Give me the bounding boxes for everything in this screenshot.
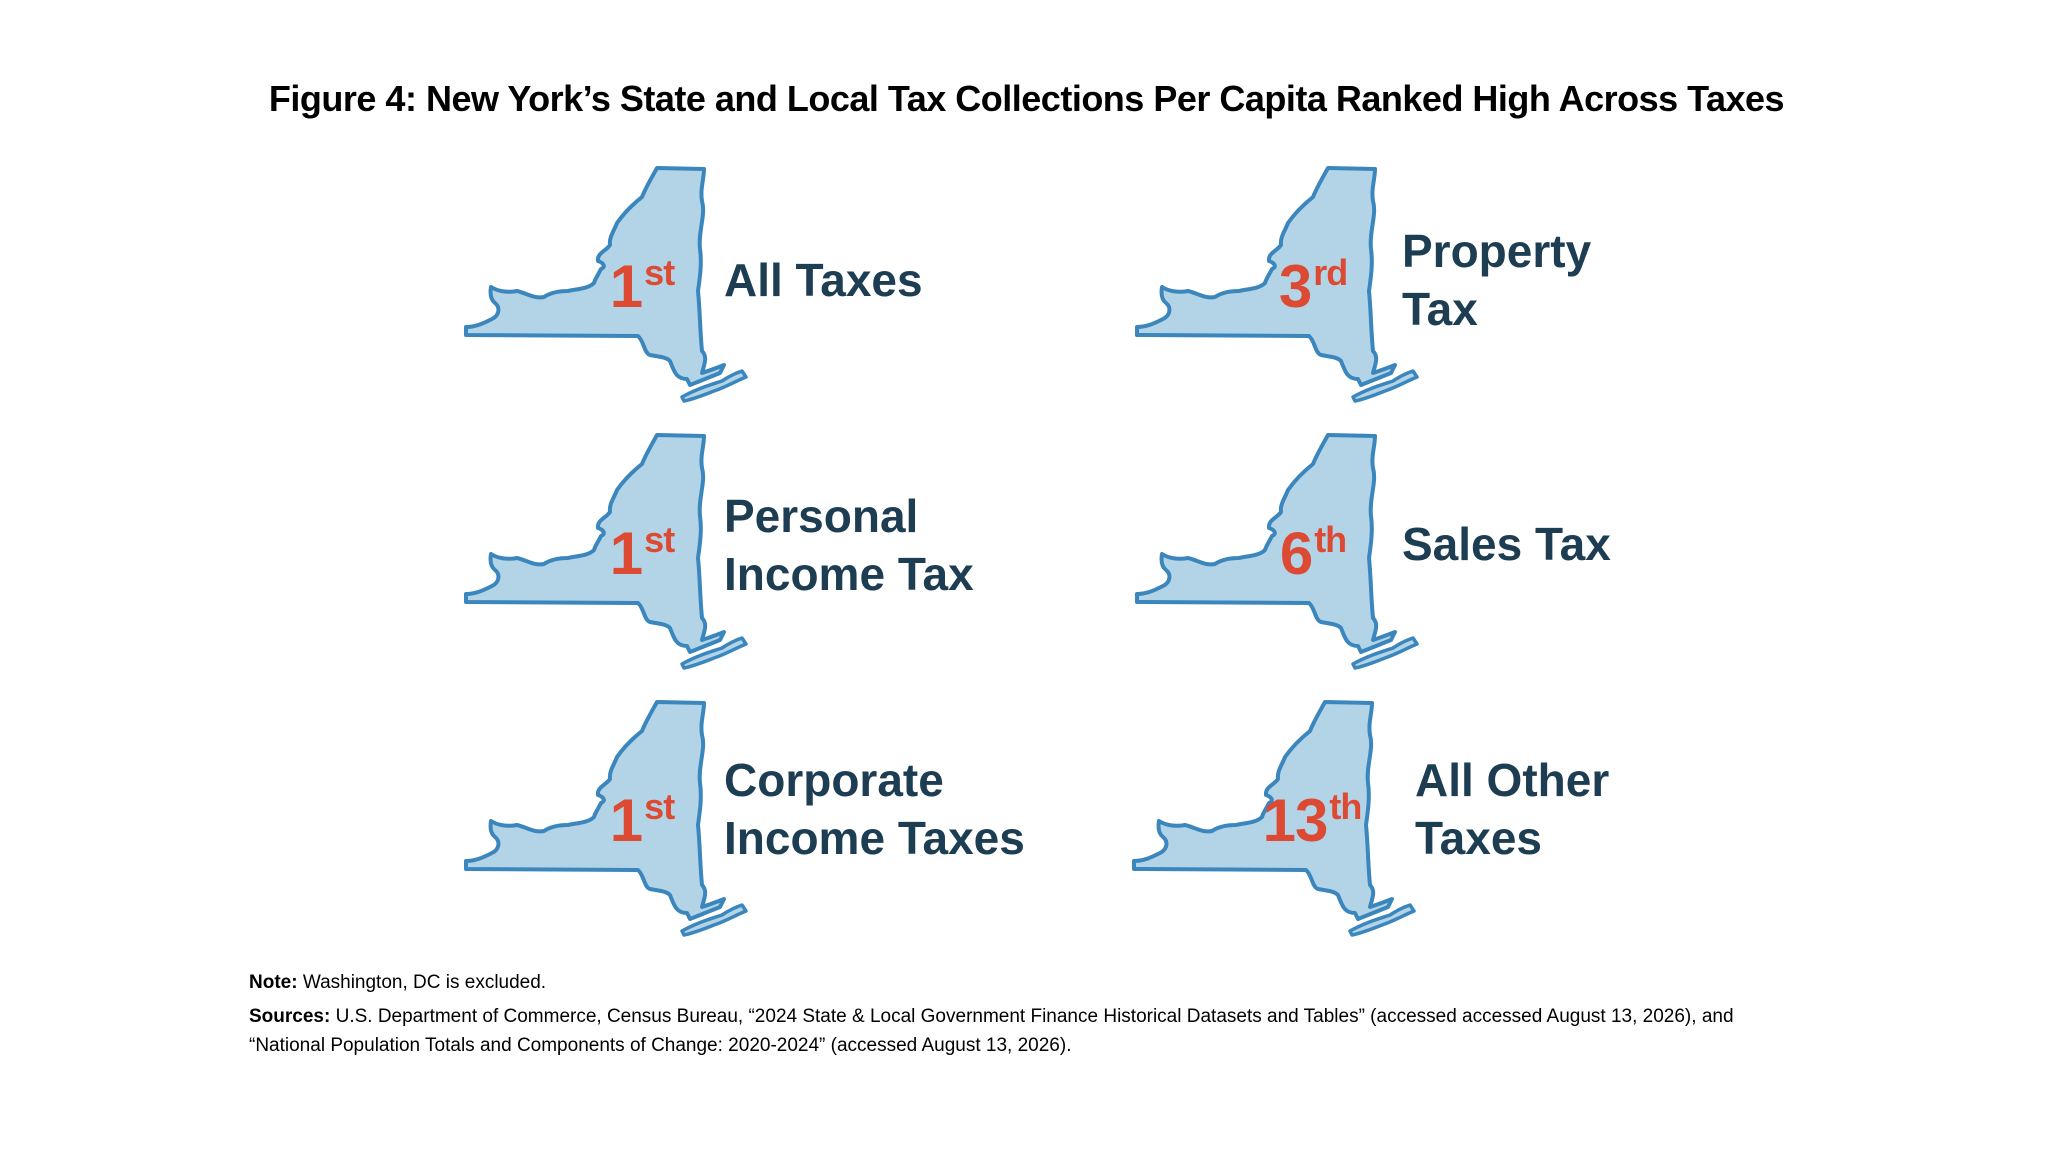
sources-text-line-2: “National Population Totals and Componen… [249, 1035, 1072, 1056]
rank-badge: 3rd [1243, 243, 1383, 317]
label-line-1: Sales Tax [1402, 518, 1611, 570]
tile-sales-tax: 6th Sales Tax [1135, 432, 1775, 672]
rank-number: 1 [609, 520, 643, 587]
rank-number: 3 [1278, 253, 1312, 320]
tax-category-label: Sales Tax [1402, 515, 1611, 573]
tax-category-label: All Other Taxes [1415, 751, 1609, 867]
label-line-2: Taxes [1415, 812, 1543, 864]
rank-suffix: th [1314, 519, 1347, 560]
tax-category-label: Personal Income Tax [724, 487, 974, 603]
tax-category-label: Property Tax [1402, 222, 1591, 338]
tax-category-label: All Taxes [724, 251, 923, 309]
rank-badge: 1st [572, 243, 712, 317]
tile-personal-income-tax: 1st Personal Income Tax [464, 432, 1104, 672]
label-line-2: Income Tax [724, 548, 974, 600]
tile-corporate-income-taxes: 1st Corporate Income Taxes [464, 699, 1104, 939]
tile-property-tax: 3rd Property Tax [1135, 165, 1775, 405]
rank-badge: 13th [1232, 777, 1392, 851]
sources-label: Sources: [249, 1006, 331, 1027]
rank-number: 13 [1262, 787, 1329, 854]
rank-number: 1 [609, 253, 643, 320]
rank-suffix: st [644, 786, 675, 827]
sources-text: U.S. Department of Commerce, Census Bure… [335, 1006, 1734, 1027]
label-line-1: Corporate [724, 754, 944, 806]
label-line-1: All Other [1415, 754, 1610, 806]
figure-title: Figure 4: New York’s State and Local Tax… [268, 78, 1785, 119]
label-line-1: All Taxes [724, 254, 923, 306]
rank-suffix: rd [1313, 252, 1348, 293]
tax-category-label: Corporate Income Taxes [724, 751, 1025, 867]
rank-number: 6 [1279, 520, 1313, 587]
rank-number: 1 [609, 787, 643, 854]
rank-badge: 6th [1243, 510, 1383, 584]
rank-suffix: th [1329, 786, 1362, 827]
tile-all-other-taxes: 13th All Other Taxes [1132, 699, 1772, 939]
label-line-2: Income Taxes [724, 812, 1025, 864]
label-line-1: Property [1402, 225, 1592, 277]
figure-sources: Sources: U.S. Department of Commerce, Ce… [249, 1002, 1809, 1060]
label-line-2: Tax [1402, 283, 1478, 335]
tile-all-taxes: 1st All Taxes [464, 165, 1104, 405]
rank-badge: 1st [572, 510, 712, 584]
label-line-1: Personal [724, 490, 919, 542]
rank-badge: 1st [572, 777, 712, 851]
note-text: Washington, DC is excluded. [302, 972, 547, 993]
figure-note: Note: Washington, DC is excluded. [249, 968, 1809, 997]
note-label: Note: [249, 972, 298, 993]
rank-suffix: st [644, 252, 675, 293]
rank-suffix: st [644, 519, 675, 560]
